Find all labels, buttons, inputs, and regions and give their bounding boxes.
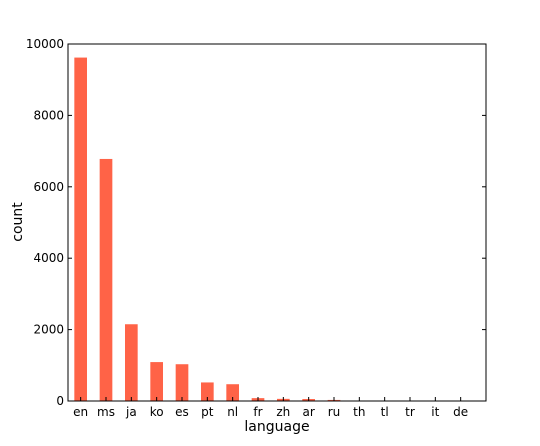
- y-tick-label: 6000: [33, 180, 64, 194]
- y-tick-label: 2000: [33, 323, 64, 337]
- bar-ms: [99, 158, 113, 401]
- x-tick-label: th: [353, 405, 365, 419]
- x-tick-label: zh: [276, 405, 290, 419]
- x-tick-label: fr: [253, 405, 262, 419]
- x-tick-label: ko: [150, 405, 164, 419]
- x-tick-label: de: [453, 405, 468, 419]
- bar-ko: [150, 362, 163, 401]
- x-tick-label: es: [175, 405, 189, 419]
- x-axis-label: language: [244, 419, 309, 435]
- x-tick-label: ru: [328, 405, 341, 419]
- bar-ja: [125, 324, 138, 401]
- x-tick-label: nl: [227, 405, 238, 419]
- x-tick-label: pt: [201, 405, 214, 419]
- y-tick-label: 0: [56, 394, 64, 408]
- y-axis-ticks: 0 2000 4000 6000 8000 10000: [26, 37, 486, 408]
- plot-frame: [67, 43, 487, 402]
- bar-es: [175, 364, 189, 401]
- x-tick-label: ms: [97, 405, 115, 419]
- x-tick-label: tl: [381, 405, 389, 419]
- y-axis-label: count: [10, 202, 26, 242]
- bars-group: [74, 57, 467, 401]
- x-axis-ticks: en ms ja ko es pt nl fr zh ar ru th tl tr it de: [73, 397, 468, 419]
- bar-nl: [226, 384, 239, 401]
- x-tick-label: tr: [405, 405, 415, 419]
- y-tick-label: 8000: [33, 108, 64, 122]
- x-tick-label: it: [431, 405, 439, 419]
- bar-pt: [201, 382, 214, 401]
- x-tick-label: ja: [125, 405, 137, 419]
- y-tick-label: 10000: [26, 37, 64, 51]
- y-tick-label: 4000: [33, 251, 64, 265]
- x-tick-label: en: [73, 405, 88, 419]
- x-tick-label: ar: [303, 405, 315, 419]
- bar-en: [74, 57, 87, 401]
